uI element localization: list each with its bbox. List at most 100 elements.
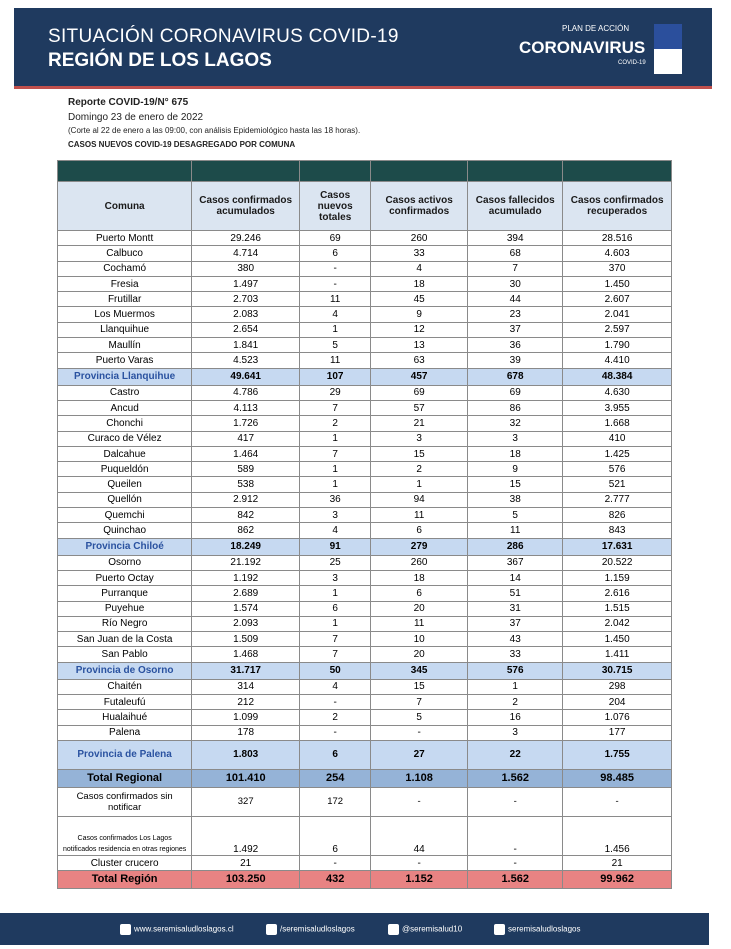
comuna-row: Futaleufú 212-7 2 204 — [56, 694, 672, 711]
cell: 11 — [299, 352, 372, 369]
cell: Hualaihué — [56, 709, 193, 726]
cell: 204 — [562, 694, 672, 711]
footer-text: @seremisalud10 — [402, 924, 463, 934]
cell: 314 — [191, 678, 301, 696]
cell: 14 — [467, 569, 564, 587]
cell: 178 — [191, 724, 301, 741]
cell: Casos fallecidos acumulado — [467, 181, 564, 231]
cell: 1.450 — [562, 631, 672, 648]
cell: 6 — [299, 815, 372, 856]
cell: 18.249 — [191, 537, 301, 556]
cell: 678 — [467, 367, 564, 386]
grand-total-row: Total Región 103.250 432 1.152 1.562 99.962 — [56, 870, 672, 890]
cell: Llanquihue — [56, 321, 193, 339]
cell: 6 — [370, 522, 469, 539]
cell: Los Muermos — [56, 306, 193, 323]
footer-text: /seremisaludloslagos — [280, 924, 355, 934]
cell: Frutillar — [56, 291, 193, 308]
cell: 22 — [467, 739, 564, 770]
cell: - — [299, 260, 372, 277]
bar-cell — [299, 160, 372, 182]
cell: 1.562 — [467, 870, 564, 890]
cell: 4 — [299, 522, 372, 539]
cell: 1 — [299, 321, 372, 339]
cell: - — [370, 786, 469, 817]
cell: - — [299, 854, 372, 872]
cell: 21 — [562, 854, 672, 872]
report-section: CASOS NUEVOS COVID-19 DESAGREGADO POR CO… — [68, 140, 296, 149]
cell: Quinchao — [56, 522, 193, 539]
cell: 286 — [467, 537, 564, 556]
cell: 3.955 — [562, 399, 672, 417]
cell: 107 — [299, 367, 372, 386]
cell: 39 — [467, 352, 564, 369]
comuna-row: Maullín 1.841 5 13 36 1.790 — [56, 337, 672, 354]
cell: 5 — [370, 709, 469, 726]
cell: 1.497 — [191, 275, 301, 293]
cell: - — [467, 815, 564, 856]
cell: 4 — [370, 260, 469, 277]
logo-text: CORONAVIRUS — [519, 38, 646, 57]
cell: 38 — [467, 491, 564, 509]
cell: 260 — [370, 554, 469, 571]
comuna-row: Purranque 2.689 1 6 51 2.616 — [56, 585, 672, 602]
cell: 4.714 — [191, 245, 301, 262]
comuna-row: Río Negro 2.093 1 11 37 2.042 — [56, 615, 672, 633]
cell: 380 — [191, 260, 301, 277]
cell: Provincia de Palena — [56, 739, 193, 770]
cell: 5 — [467, 507, 564, 524]
footer-link: /seremisaludloslagos — [266, 924, 355, 935]
cell: 2.597 — [562, 321, 672, 339]
cell: 2.607 — [562, 291, 672, 308]
cell: 33 — [467, 646, 564, 663]
cell: 2 — [467, 694, 564, 711]
cell: Futaleufú — [56, 694, 193, 711]
cell: 3 — [467, 430, 564, 447]
cell: 4.786 — [191, 384, 301, 401]
cell: 1.574 — [191, 600, 301, 617]
cell: 1.803 — [191, 739, 301, 770]
cell: 1.108 — [370, 768, 469, 788]
footer-icon — [494, 924, 505, 935]
bar-cell — [562, 160, 672, 182]
cell: 279 — [370, 537, 469, 556]
province-row: Provincia Chiloé 18.249 91 279 286 17.631 — [56, 537, 672, 556]
comuna-row: Castro 4.786 29 69 69 4.630 — [56, 384, 672, 401]
cell: 3 — [467, 724, 564, 741]
cell: Puyehue — [56, 600, 193, 617]
cell: 30.715 — [562, 661, 672, 680]
cell: 12 — [370, 321, 469, 339]
cell: 101.410 — [191, 768, 301, 788]
cell: Río Negro — [56, 615, 193, 633]
cell: Dalcahue — [56, 445, 193, 463]
cell: 327 — [191, 786, 301, 817]
cell: 32 — [467, 415, 564, 432]
cell: Cochamó — [56, 260, 193, 277]
cell: 49.641 — [191, 367, 301, 386]
cell: 1.492 — [191, 815, 301, 856]
cell: 48.384 — [562, 367, 672, 386]
comuna-row: Ancud 4.113 7 57 86 3.955 — [56, 399, 672, 417]
cell: 417 — [191, 430, 301, 447]
cell: 36 — [299, 491, 372, 509]
footer-icon — [266, 924, 277, 935]
cell: 1 — [299, 585, 372, 602]
cell: 4.630 — [562, 384, 672, 401]
cell: 20 — [370, 600, 469, 617]
cell: 91 — [299, 537, 372, 556]
cell: 18 — [370, 275, 469, 293]
cell: 21.192 — [191, 554, 301, 571]
cell: 432 — [299, 870, 372, 890]
cell: 7 — [299, 646, 372, 663]
cell: 11 — [299, 291, 372, 308]
province-row: Provincia Llanquihue 49.641 107 457 678 48.38… — [56, 367, 672, 386]
cell: 4.523 — [191, 352, 301, 369]
cell: Calbuco — [56, 245, 193, 262]
cell: 370 — [562, 260, 672, 277]
cell: Puerto Octay — [56, 569, 193, 587]
header-row: Comuna Casos confirmados acumulados Casos … — [56, 181, 672, 231]
comuna-row: Quellón 2.912 36 94 38 2.777 — [56, 491, 672, 509]
cell: 2.041 — [562, 306, 672, 323]
comuna-row: San Juan de la Costa 1.509 7 10 43 1.450 — [56, 631, 672, 648]
cell: 1 — [299, 615, 372, 633]
